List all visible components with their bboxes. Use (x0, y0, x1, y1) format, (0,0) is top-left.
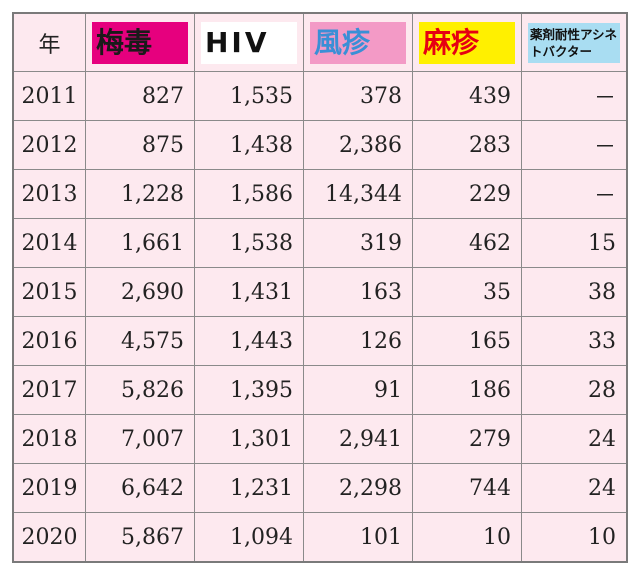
year-cell: 2015 (12, 267, 86, 317)
hiv-cell: 1,586 (194, 169, 304, 219)
rubella-cell: 2,941 (303, 414, 413, 464)
year-cell: 2020 (12, 512, 86, 563)
measles-label: 麻疹 (419, 21, 515, 64)
table-row: 2012 875 1,438 2,386 283 － (12, 120, 628, 170)
acinetobacter-cell: 24 (521, 414, 628, 464)
disease-cases-table: 年 梅毒 HIV 風疹 麻疹 薬剤耐性アシネトバクター 2011 827 1,535… (12, 12, 628, 563)
syphilis-cell: 5,867 (85, 512, 195, 563)
syphilis-cell: 5,826 (85, 365, 195, 415)
acinetobacter-cell: － (521, 120, 628, 170)
rubella-cell: 319 (303, 218, 413, 268)
hiv-cell: 1,538 (194, 218, 304, 268)
syphilis-cell: 827 (85, 71, 195, 121)
measles-cell: 279 (412, 414, 522, 464)
header-rubella: 風疹 (303, 12, 413, 72)
rubella-cell: 2,386 (303, 120, 413, 170)
table-row: 2015 2,690 1,431 163 35 38 (12, 267, 628, 317)
rubella-cell: 378 (303, 71, 413, 121)
measles-cell: 283 (412, 120, 522, 170)
measles-cell: 186 (412, 365, 522, 415)
rubella-cell: 163 (303, 267, 413, 317)
measles-cell: 35 (412, 267, 522, 317)
hiv-cell: 1,438 (194, 120, 304, 170)
rubella-cell: 91 (303, 365, 413, 415)
rubella-cell: 101 (303, 512, 413, 563)
syphilis-cell: 4,575 (85, 316, 195, 366)
header-syphilis: 梅毒 (85, 12, 195, 72)
acinetobacter-cell: 28 (521, 365, 628, 415)
acinetobacter-label: 薬剤耐性アシネトバクター (528, 22, 620, 63)
table-row: 2017 5,826 1,395 91 186 28 (12, 365, 628, 415)
year-cell: 2014 (12, 218, 86, 268)
header-row: 年 梅毒 HIV 風疹 麻疹 薬剤耐性アシネトバクター (12, 12, 628, 72)
table-row: 2011 827 1,535 378 439 － (12, 71, 628, 121)
acinetobacter-cell: 38 (521, 267, 628, 317)
hiv-cell: 1,443 (194, 316, 304, 366)
measles-cell: 10 (412, 512, 522, 563)
header-measles: 麻疹 (412, 12, 522, 72)
acinetobacter-cell: － (521, 169, 628, 219)
year-cell: 2018 (12, 414, 86, 464)
year-cell: 2017 (12, 365, 86, 415)
syphilis-cell: 2,690 (85, 267, 195, 317)
hiv-cell: 1,094 (194, 512, 304, 563)
rubella-cell: 2,298 (303, 463, 413, 513)
table-row: 2020 5,867 1,094 101 10 10 (12, 512, 628, 563)
header-acinetobacter: 薬剤耐性アシネトバクター (521, 12, 628, 72)
measles-cell: 229 (412, 169, 522, 219)
table-row: 2014 1,661 1,538 319 462 15 (12, 218, 628, 268)
rubella-cell: 126 (303, 316, 413, 366)
table-row: 2016 4,575 1,443 126 165 33 (12, 316, 628, 366)
syphilis-cell: 1,228 (85, 169, 195, 219)
syphilis-cell: 7,007 (85, 414, 195, 464)
measles-cell: 165 (412, 316, 522, 366)
year-cell: 2013 (12, 169, 86, 219)
acinetobacter-cell: 10 (521, 512, 628, 563)
hiv-cell: 1,395 (194, 365, 304, 415)
rubella-cell: 14,344 (303, 169, 413, 219)
hiv-cell: 1,431 (194, 267, 304, 317)
hiv-cell: 1,535 (194, 71, 304, 121)
table-row: 2013 1,228 1,586 14,344 229 － (12, 169, 628, 219)
acinetobacter-cell: 33 (521, 316, 628, 366)
syphilis-cell: 1,661 (85, 218, 195, 268)
syphilis-cell: 875 (85, 120, 195, 170)
measles-cell: 439 (412, 71, 522, 121)
measles-cell: 462 (412, 218, 522, 268)
table-row: 2019 6,642 1,231 2,298 744 24 (12, 463, 628, 513)
header-hiv: HIV (194, 12, 304, 72)
year-cell: 2016 (12, 316, 86, 366)
acinetobacter-cell: 24 (521, 463, 628, 513)
hiv-cell: 1,301 (194, 414, 304, 464)
year-cell: 2012 (12, 120, 86, 170)
hiv-label: HIV (201, 21, 297, 64)
acinetobacter-cell: － (521, 71, 628, 121)
syphilis-label: 梅毒 (92, 21, 188, 64)
header-year: 年 (12, 12, 86, 72)
table-row: 2018 7,007 1,301 2,941 279 24 (12, 414, 628, 464)
hiv-cell: 1,231 (194, 463, 304, 513)
table-body: 2011 827 1,535 378 439 － 2012 875 1,438 2,386 283 －… (12, 71, 628, 563)
rubella-label: 風疹 (310, 21, 406, 64)
year-cell: 2019 (12, 463, 86, 513)
syphilis-cell: 6,642 (85, 463, 195, 513)
acinetobacter-cell: 15 (521, 218, 628, 268)
year-cell: 2011 (12, 71, 86, 121)
measles-cell: 744 (412, 463, 522, 513)
